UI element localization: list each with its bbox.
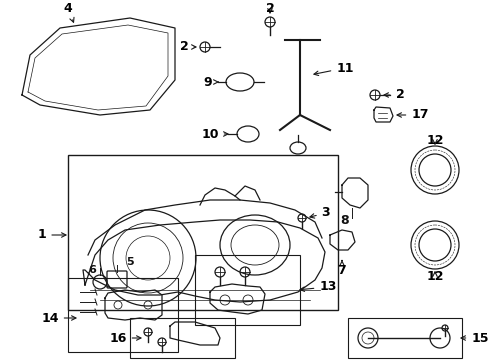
Text: 3: 3 bbox=[309, 207, 329, 220]
Bar bbox=[347, 318, 461, 358]
Text: 1: 1 bbox=[38, 229, 66, 242]
Text: 12: 12 bbox=[426, 270, 443, 283]
Text: 5: 5 bbox=[126, 257, 134, 267]
Text: 10: 10 bbox=[201, 127, 227, 140]
Text: 9: 9 bbox=[203, 76, 218, 89]
Text: 6: 6 bbox=[88, 265, 96, 275]
Text: 7: 7 bbox=[337, 261, 346, 276]
Text: 15: 15 bbox=[460, 332, 488, 345]
Text: 11: 11 bbox=[313, 62, 353, 76]
Text: 4: 4 bbox=[63, 1, 74, 22]
Text: 16: 16 bbox=[109, 332, 141, 345]
Bar bbox=[195, 255, 299, 325]
Text: 8: 8 bbox=[340, 213, 348, 226]
Bar bbox=[68, 155, 337, 310]
Text: 2: 2 bbox=[383, 89, 404, 102]
Text: 17: 17 bbox=[396, 108, 428, 122]
Text: 2: 2 bbox=[265, 1, 274, 14]
Bar bbox=[68, 278, 178, 352]
Bar bbox=[130, 318, 235, 358]
Text: 12: 12 bbox=[426, 134, 443, 147]
Text: 14: 14 bbox=[41, 311, 76, 324]
Text: 2: 2 bbox=[179, 40, 196, 54]
Text: 13: 13 bbox=[299, 280, 336, 293]
